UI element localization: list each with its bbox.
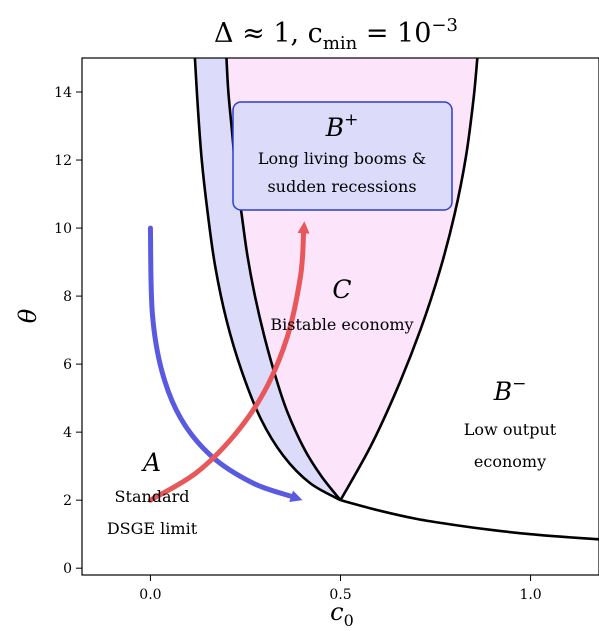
y-tick-label: 0 <box>63 561 72 577</box>
y-tick-label: 8 <box>63 289 72 305</box>
y-tick-label: 4 <box>63 425 72 441</box>
y-tick-label: 12 <box>54 153 72 169</box>
boundary-curves <box>193 58 599 541</box>
b-plus-line2: sudden recessions <box>267 177 416 196</box>
y-axis-ticks: 0 2 4 6 8 10 12 14 <box>54 85 82 577</box>
chart-title: Δ ≈ 1, cmin = 10−3 <box>214 15 458 54</box>
blue-trajectory-arrow <box>147 225 294 499</box>
right-boundary-line <box>339 58 479 501</box>
y-tick-label: 10 <box>54 221 72 237</box>
x-tick-label: 1.0 <box>519 587 541 603</box>
inner-left-boundary-line <box>225 58 342 501</box>
x-tick-label: 0.5 <box>329 587 351 603</box>
y-axis-label: θ <box>14 308 42 323</box>
y-tick-label: 2 <box>63 493 72 509</box>
b-plus-letter: B+ <box>325 110 359 142</box>
b-plus-annotation-box <box>232 101 453 211</box>
arrows-layer <box>147 221 310 503</box>
blue-arrow-head <box>289 490 303 502</box>
red-trajectory-arrow <box>147 230 307 503</box>
y-tick-label: 14 <box>54 85 72 101</box>
x-axis-ticks: 0.0 0.5 1.0 <box>139 575 542 603</box>
c-region-letter: C <box>332 275 351 304</box>
b-minus-letter: B− <box>493 374 527 406</box>
c-region-label: Bistable economy <box>270 315 413 334</box>
red-arrow-head <box>297 221 310 234</box>
a-region-line1: Standard <box>115 487 190 506</box>
a-region-line2: DSGE limit <box>107 519 198 538</box>
lower-boundary-line <box>340 498 599 541</box>
b-minus-line1: Low output <box>464 420 557 439</box>
y-tick-label: 6 <box>63 357 72 373</box>
x-tick-label: 0.0 <box>139 587 161 603</box>
x-axis-label: c0 <box>330 598 354 630</box>
b-plus-line1: Long living booms & <box>258 149 426 168</box>
b-plus-band-region <box>194 58 341 501</box>
outer-left-boundary-line <box>193 58 342 502</box>
b-minus-line2: economy <box>474 452 546 471</box>
a-region-letter: A <box>141 448 161 477</box>
